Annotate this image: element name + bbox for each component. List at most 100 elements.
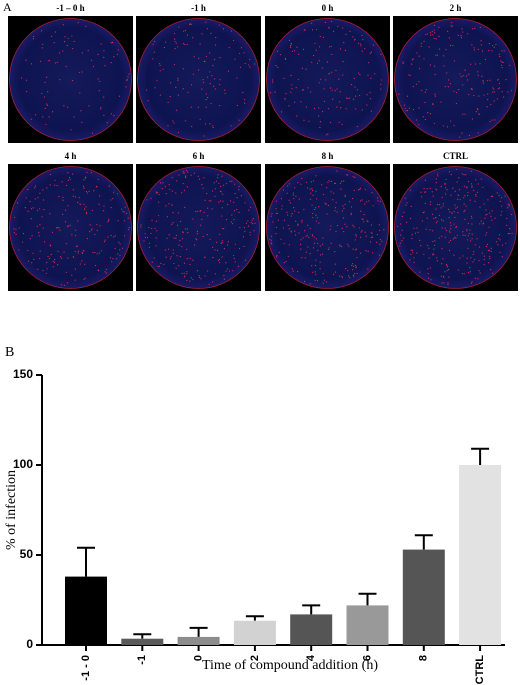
cell-dot	[169, 96, 171, 98]
cell-dot	[433, 29, 435, 31]
cell-dot	[314, 207, 317, 209]
cell-dot	[201, 218, 203, 221]
cell-dot	[418, 68, 421, 70]
cell-dot	[488, 226, 490, 228]
cell-dot	[108, 185, 110, 187]
cell-dot	[316, 217, 318, 219]
cell-dot	[96, 223, 98, 226]
cell-dot	[485, 214, 487, 216]
cell-dot	[72, 256, 75, 258]
cell-dot	[198, 275, 200, 277]
cell-dot	[485, 209, 487, 211]
cell-dot	[444, 271, 446, 273]
cell-dot	[447, 86, 449, 88]
cell-dot	[313, 107, 316, 110]
cell-dot	[442, 205, 444, 207]
cell-dot	[292, 194, 294, 196]
cell-dot	[173, 63, 176, 66]
cell-dot	[465, 174, 467, 176]
cell-dot	[171, 177, 173, 179]
cell-dot	[432, 103, 434, 105]
cell-dot	[67, 37, 69, 39]
cell-dot	[325, 281, 328, 283]
cell-dot	[422, 212, 424, 214]
cell-dot	[466, 79, 469, 81]
cell-dot	[211, 190, 214, 192]
cell-dot	[453, 211, 455, 213]
cell-dot	[434, 93, 436, 95]
cell-dot	[446, 72, 448, 74]
cell-dot	[196, 270, 199, 272]
cell-dot	[494, 119, 496, 121]
cell-dot	[446, 229, 448, 232]
cell-dot	[193, 56, 195, 58]
cell-dot	[232, 39, 235, 42]
cell-dot	[83, 179, 85, 181]
cell-dot	[466, 186, 468, 188]
cell-dot	[429, 229, 431, 231]
cell-dot	[352, 36, 354, 38]
cell-dot	[303, 29, 306, 31]
cell-dot	[476, 108, 479, 110]
cell-dot	[56, 184, 58, 187]
well	[9, 18, 132, 141]
cell-dot	[230, 30, 233, 32]
cell-dot	[295, 87, 297, 89]
cell-dot	[420, 45, 422, 47]
cell-dot	[29, 200, 31, 203]
cell-dot	[340, 188, 342, 190]
cell-dot	[343, 230, 345, 233]
cell-dot	[31, 235, 33, 237]
cell-dot	[206, 76, 209, 78]
cell-dot	[477, 278, 479, 280]
cell-dot	[13, 216, 16, 219]
cell-dot	[430, 279, 432, 281]
cell-dot	[297, 223, 299, 225]
cell-dot	[506, 217, 508, 220]
cell-dot	[348, 201, 351, 203]
bar	[290, 614, 333, 645]
cell-dot	[193, 172, 195, 174]
cell-dot	[18, 249, 20, 251]
cell-dot	[283, 243, 285, 245]
cell-dot	[319, 245, 321, 247]
cell-dot	[201, 88, 203, 90]
cell-dot	[242, 91, 244, 94]
cell-dot	[74, 196, 77, 198]
cell-dot	[173, 237, 175, 239]
cell-dot	[158, 63, 161, 65]
cell-dot	[175, 267, 177, 269]
cell-dot	[214, 88, 217, 90]
cell-dot	[202, 187, 204, 189]
cell-dot	[487, 93, 489, 95]
cell-dot	[464, 234, 466, 236]
cell-dot	[460, 37, 463, 39]
cell-dot	[171, 190, 173, 192]
cell-dot	[165, 205, 167, 207]
cell-dot	[97, 178, 99, 181]
cell-dot	[315, 190, 317, 192]
cell-dot	[186, 271, 188, 273]
cell-dot	[487, 199, 489, 201]
cell-dot	[470, 170, 472, 172]
cell-dot	[203, 177, 205, 179]
cell-dot	[107, 221, 109, 223]
cell-dot	[55, 227, 58, 229]
cell-dot	[104, 271, 106, 273]
cell-dot	[412, 58, 414, 60]
cell-dot	[477, 74, 479, 76]
cell-dot	[200, 278, 202, 280]
cell-dot	[371, 192, 373, 194]
cell-dot	[429, 267, 431, 269]
cell-dot	[42, 227, 44, 229]
cell-dot	[448, 249, 451, 252]
cell-dot	[37, 209, 39, 212]
cell-dot	[104, 65, 106, 67]
cell-dot	[491, 50, 493, 52]
cell-dot	[352, 224, 354, 226]
cell-dot	[315, 238, 317, 240]
cell-dot	[433, 122, 435, 125]
cell-dot	[347, 275, 350, 277]
cell-dot	[334, 90, 336, 92]
cell-dot	[146, 236, 149, 238]
